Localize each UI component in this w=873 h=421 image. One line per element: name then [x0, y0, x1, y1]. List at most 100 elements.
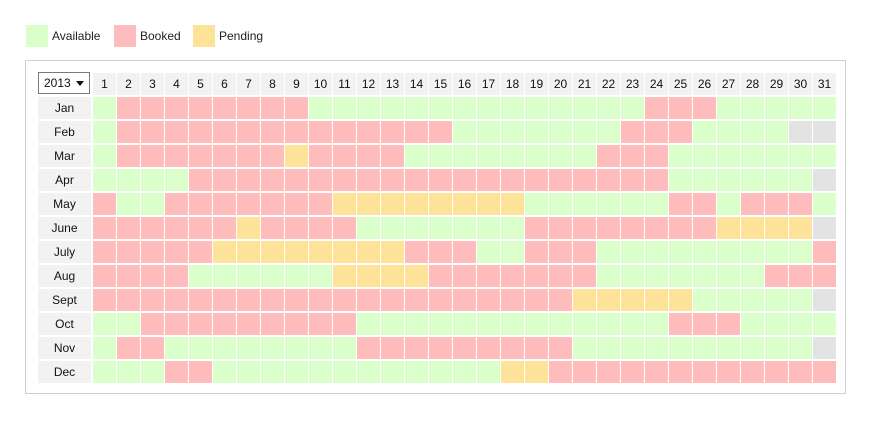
day-cell-dec-5-booked[interactable]	[189, 361, 212, 383]
day-cell-aug-8-available[interactable]	[261, 265, 284, 287]
day-cell-july-31-booked[interactable]	[813, 241, 836, 263]
day-cell-mar-6-booked[interactable]	[213, 145, 236, 167]
day-cell-feb-15-booked[interactable]	[429, 121, 452, 143]
day-cell-may-24-available[interactable]	[645, 193, 668, 215]
day-cell-july-13-pending[interactable]	[381, 241, 404, 263]
day-cell-may-26-booked[interactable]	[693, 193, 716, 215]
day-cell-aug-13-pending[interactable]	[381, 265, 404, 287]
day-cell-sept-8-booked[interactable]	[261, 289, 284, 311]
day-cell-may-5-booked[interactable]	[189, 193, 212, 215]
day-cell-feb-7-booked[interactable]	[237, 121, 260, 143]
day-cell-mar-3-booked[interactable]	[141, 145, 164, 167]
day-cell-jan-27-available[interactable]	[717, 97, 740, 119]
day-cell-aug-21-booked[interactable]	[573, 265, 596, 287]
day-cell-may-8-booked[interactable]	[261, 193, 284, 215]
day-cell-oct-10-booked[interactable]	[309, 313, 332, 335]
day-cell-june-5-booked[interactable]	[189, 217, 212, 239]
day-cell-may-2-available[interactable]	[117, 193, 140, 215]
day-cell-jan-28-available[interactable]	[741, 97, 764, 119]
day-cell-may-31-available[interactable]	[813, 193, 836, 215]
day-cell-dec-31-booked[interactable]	[813, 361, 836, 383]
day-cell-aug-7-available[interactable]	[237, 265, 260, 287]
day-cell-dec-7-available[interactable]	[237, 361, 260, 383]
day-cell-nov-10-available[interactable]	[309, 337, 332, 359]
day-cell-may-27-available[interactable]	[717, 193, 740, 215]
day-cell-july-2-booked[interactable]	[117, 241, 140, 263]
day-cell-july-4-booked[interactable]	[165, 241, 188, 263]
day-cell-apr-14-booked[interactable]	[405, 169, 428, 191]
day-cell-jan-20-available[interactable]	[549, 97, 572, 119]
day-cell-mar-27-available[interactable]	[717, 145, 740, 167]
day-cell-apr-25-available[interactable]	[669, 169, 692, 191]
day-cell-mar-15-available[interactable]	[429, 145, 452, 167]
day-cell-may-17-pending[interactable]	[477, 193, 500, 215]
day-cell-nov-7-available[interactable]	[237, 337, 260, 359]
day-cell-jan-11-available[interactable]	[333, 97, 356, 119]
day-cell-mar-9-pending[interactable]	[285, 145, 308, 167]
day-cell-oct-30-available[interactable]	[789, 313, 812, 335]
day-cell-may-15-pending[interactable]	[429, 193, 452, 215]
day-cell-sept-11-booked[interactable]	[333, 289, 356, 311]
day-cell-june-20-booked[interactable]	[549, 217, 572, 239]
day-cell-oct-12-available[interactable]	[357, 313, 380, 335]
day-cell-oct-18-available[interactable]	[501, 313, 524, 335]
day-cell-mar-10-booked[interactable]	[309, 145, 332, 167]
day-cell-aug-10-available[interactable]	[309, 265, 332, 287]
day-cell-june-6-booked[interactable]	[213, 217, 236, 239]
day-cell-mar-22-booked[interactable]	[597, 145, 620, 167]
day-cell-nov-27-available[interactable]	[717, 337, 740, 359]
day-cell-july-25-available[interactable]	[669, 241, 692, 263]
day-cell-apr-18-booked[interactable]	[501, 169, 524, 191]
day-cell-sept-5-booked[interactable]	[189, 289, 212, 311]
day-cell-mar-21-available[interactable]	[573, 145, 596, 167]
day-cell-apr-11-booked[interactable]	[333, 169, 356, 191]
day-cell-nov-9-available[interactable]	[285, 337, 308, 359]
day-cell-jan-31-available[interactable]	[813, 97, 836, 119]
day-cell-aug-16-booked[interactable]	[453, 265, 476, 287]
day-cell-sept-9-booked[interactable]	[285, 289, 308, 311]
day-cell-oct-2-available[interactable]	[117, 313, 140, 335]
day-cell-may-11-pending[interactable]	[333, 193, 356, 215]
day-cell-may-19-available[interactable]	[525, 193, 548, 215]
day-cell-may-18-pending[interactable]	[501, 193, 524, 215]
day-cell-jan-12-available[interactable]	[357, 97, 380, 119]
day-cell-july-11-pending[interactable]	[333, 241, 356, 263]
day-cell-aug-18-booked[interactable]	[501, 265, 524, 287]
day-cell-aug-28-available[interactable]	[741, 265, 764, 287]
day-cell-july-15-booked[interactable]	[429, 241, 452, 263]
day-cell-june-18-available[interactable]	[501, 217, 524, 239]
day-cell-nov-26-available[interactable]	[693, 337, 716, 359]
day-cell-feb-25-booked[interactable]	[669, 121, 692, 143]
day-cell-oct-17-available[interactable]	[477, 313, 500, 335]
day-cell-oct-27-booked[interactable]	[717, 313, 740, 335]
day-cell-mar-29-available[interactable]	[765, 145, 788, 167]
day-cell-dec-11-available[interactable]	[333, 361, 356, 383]
day-cell-june-2-booked[interactable]	[117, 217, 140, 239]
day-cell-june-23-booked[interactable]	[621, 217, 644, 239]
day-cell-dec-24-booked[interactable]	[645, 361, 668, 383]
day-cell-june-12-available[interactable]	[357, 217, 380, 239]
day-cell-aug-2-booked[interactable]	[117, 265, 140, 287]
day-cell-oct-25-booked[interactable]	[669, 313, 692, 335]
day-cell-jan-29-available[interactable]	[765, 97, 788, 119]
day-cell-jan-3-booked[interactable]	[141, 97, 164, 119]
day-cell-apr-3-available[interactable]	[141, 169, 164, 191]
day-cell-sept-22-pending[interactable]	[597, 289, 620, 311]
day-cell-sept-20-booked[interactable]	[549, 289, 572, 311]
day-cell-june-16-available[interactable]	[453, 217, 476, 239]
day-cell-june-9-booked[interactable]	[285, 217, 308, 239]
day-cell-feb-9-booked[interactable]	[285, 121, 308, 143]
day-cell-feb-2-booked[interactable]	[117, 121, 140, 143]
day-cell-apr-23-booked[interactable]	[621, 169, 644, 191]
day-cell-mar-1-available[interactable]	[93, 145, 116, 167]
day-cell-nov-13-booked[interactable]	[381, 337, 404, 359]
day-cell-jan-10-available[interactable]	[309, 97, 332, 119]
day-cell-dec-28-booked[interactable]	[741, 361, 764, 383]
year-select[interactable]: 2013	[38, 72, 90, 94]
day-cell-apr-26-available[interactable]	[693, 169, 716, 191]
day-cell-aug-3-booked[interactable]	[141, 265, 164, 287]
day-cell-june-17-available[interactable]	[477, 217, 500, 239]
day-cell-oct-19-available[interactable]	[525, 313, 548, 335]
day-cell-may-21-available[interactable]	[573, 193, 596, 215]
day-cell-apr-29-available[interactable]	[765, 169, 788, 191]
